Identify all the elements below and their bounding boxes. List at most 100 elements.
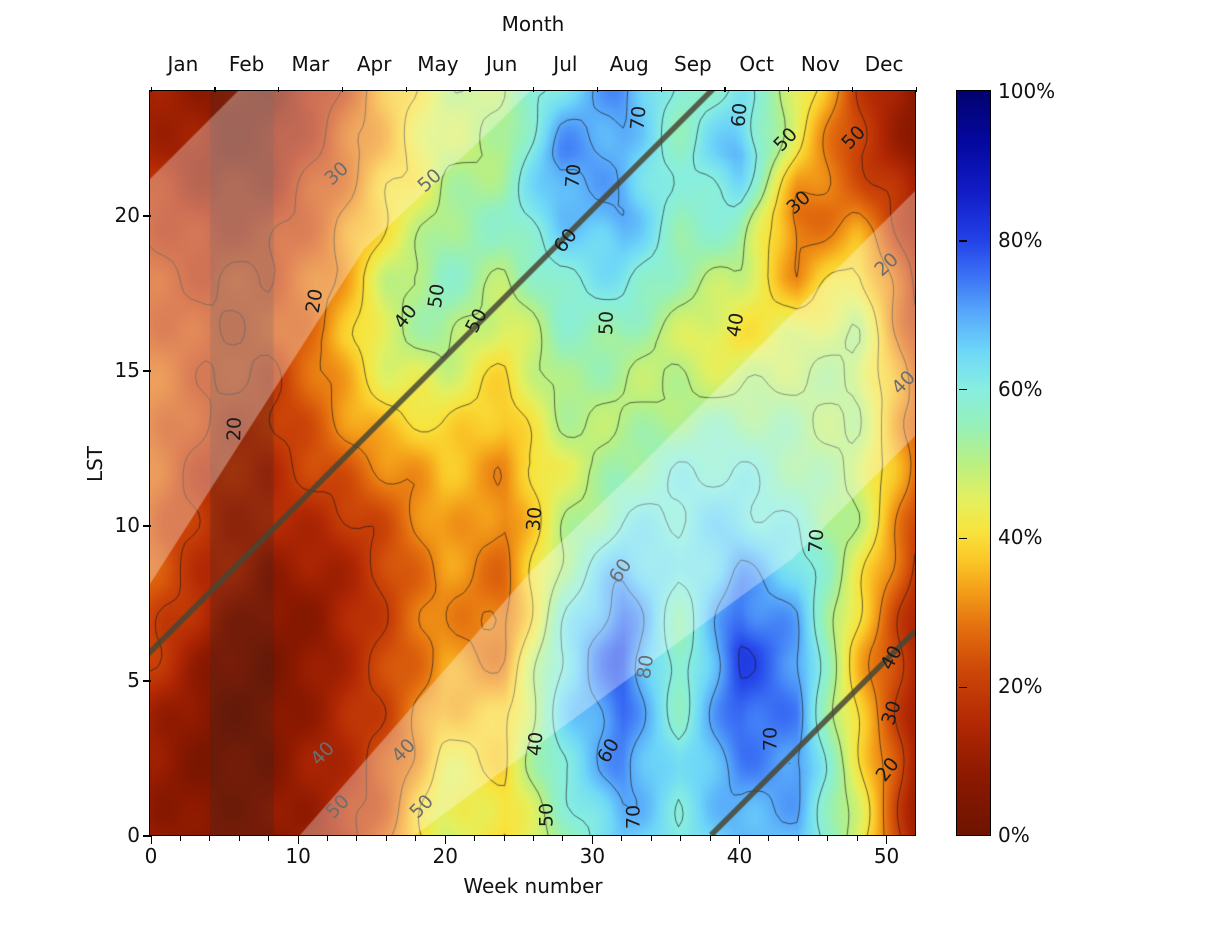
contour-label: 50: [595, 310, 619, 336]
contour-label: 20: [223, 416, 247, 442]
x-axis-label: Week number: [463, 874, 603, 898]
plot-area: 20 30 50 20 40 50 50 30 60 70 70 50 60 80 70 70 60 70 50 50…: [149, 90, 920, 837]
month-tick-label-nov: Nov: [800, 52, 840, 76]
month-boundary-tick: [469, 87, 471, 92]
month-boundary-tick: [660, 87, 662, 92]
top-axis-title: Month: [501, 12, 565, 36]
x-minor-tick: [503, 836, 505, 841]
contour-label: 60: [727, 102, 752, 129]
contour-label: 50: [424, 282, 450, 310]
y-major-tick: [143, 680, 151, 682]
y-axis-label: LST: [83, 445, 107, 483]
colorbar-tick-label: 20%: [998, 674, 1043, 699]
x-tick-label: 20: [432, 844, 458, 868]
y-major-tick: [143, 370, 151, 372]
colorbar-tick: [959, 389, 967, 391]
x-minor-tick: [238, 836, 240, 841]
x-major-tick: [297, 836, 299, 844]
heatmap-canvas: [150, 91, 916, 836]
contour-label: 30: [522, 506, 547, 533]
month-tick-label-feb: Feb: [228, 52, 265, 76]
colorbar-tick: [959, 240, 967, 242]
x-minor-tick: [621, 836, 623, 841]
y-major-tick: [143, 525, 151, 527]
month-tick-label-jul: Jul: [553, 52, 578, 76]
month-boundary-tick: [278, 87, 280, 92]
month-boundary-tick: [596, 87, 599, 92]
colorbar-tick-label: 0%: [998, 823, 1030, 847]
contour-label: 70: [759, 727, 782, 752]
month-tick-label-mar: Mar: [291, 52, 330, 76]
x-minor-tick: [209, 836, 211, 841]
contour-label: 70: [805, 528, 829, 555]
contour-label: 40: [523, 731, 548, 758]
x-minor-tick: [797, 836, 799, 841]
month-boundary-tick: [533, 87, 535, 92]
x-minor-tick: [327, 836, 329, 841]
x-minor-tick: [415, 836, 417, 841]
x-major-tick: [591, 836, 594, 844]
x-minor-tick: [768, 836, 770, 841]
x-minor-tick: [709, 836, 711, 841]
x-minor-tick: [179, 836, 181, 841]
colorbar-tick-label: 60%: [998, 376, 1043, 401]
y-tick-label: 0: [127, 823, 140, 847]
month-boundary-tick: [851, 87, 854, 92]
y-tick-label: 10: [114, 513, 140, 537]
x-major-tick: [886, 836, 888, 844]
y-tick-label: 5: [127, 668, 140, 692]
month-tick-label-oct: Oct: [739, 52, 774, 76]
month-tick-label-jun: Jun: [486, 52, 518, 76]
x-minor-tick: [474, 836, 476, 841]
month-boundary-tick: [915, 87, 917, 92]
month-boundary-tick: [150, 87, 152, 92]
x-tick-label: 10: [285, 844, 311, 868]
x-tick-label: 40: [726, 844, 753, 868]
x-minor-tick: [680, 836, 682, 841]
x-minor-tick: [650, 836, 652, 841]
colorbar-tick-label: 100%: [998, 79, 1056, 103]
contour-label: 70: [622, 805, 645, 830]
month-boundary-tick: [341, 87, 344, 92]
x-minor-tick: [533, 836, 534, 841]
month-boundary-tick: [214, 87, 216, 92]
y-major-tick: [143, 835, 151, 837]
month-tick-label-may: May: [417, 52, 459, 76]
y-major-tick: [143, 215, 151, 217]
month-tick-label-sep: Sep: [674, 52, 712, 76]
x-minor-tick: [356, 836, 358, 841]
x-minor-tick: [827, 836, 829, 841]
contour-label: 70: [626, 105, 651, 132]
y-tick-label: 20: [114, 203, 140, 227]
month-boundary-tick: [724, 87, 726, 92]
contour-label: 80: [633, 653, 659, 681]
colorbar-tick: [959, 686, 967, 688]
x-minor-tick: [385, 836, 387, 841]
x-minor-tick: [268, 836, 270, 841]
x-major-tick: [444, 836, 447, 844]
x-tick-label: 30: [579, 844, 606, 868]
month-tick-label-apr: Apr: [356, 52, 392, 76]
month-boundary-tick: [405, 87, 407, 92]
contour-label: 70: [561, 163, 586, 190]
contour-label: 20: [301, 287, 328, 316]
colorbar-tick-label: 80%: [998, 227, 1043, 252]
contour-label: 40: [722, 311, 749, 340]
month-tick-label-aug: Aug: [609, 52, 649, 76]
y-tick-label: 15: [114, 358, 140, 382]
month-tick-label-jan: Jan: [167, 52, 199, 76]
x-minor-tick: [856, 836, 858, 841]
month-boundary-tick: [788, 87, 790, 92]
colorbar-tick-label: 40%: [998, 525, 1043, 550]
month-tick-labels: Jan Feb Mar Apr May Jun Jul Aug Sep Oct Nov Dec: [151, 52, 916, 78]
colorbar-tick: [959, 537, 967, 540]
colorbar: [956, 90, 992, 837]
x-tick-label: 50: [873, 844, 900, 868]
x-major-tick: [738, 836, 741, 844]
x-tick-label: 0: [144, 844, 158, 868]
contour-label: 50: [535, 803, 558, 828]
month-tick-label-dec: Dec: [864, 52, 904, 76]
x-major-tick: [150, 836, 152, 844]
x-minor-tick: [562, 836, 564, 841]
